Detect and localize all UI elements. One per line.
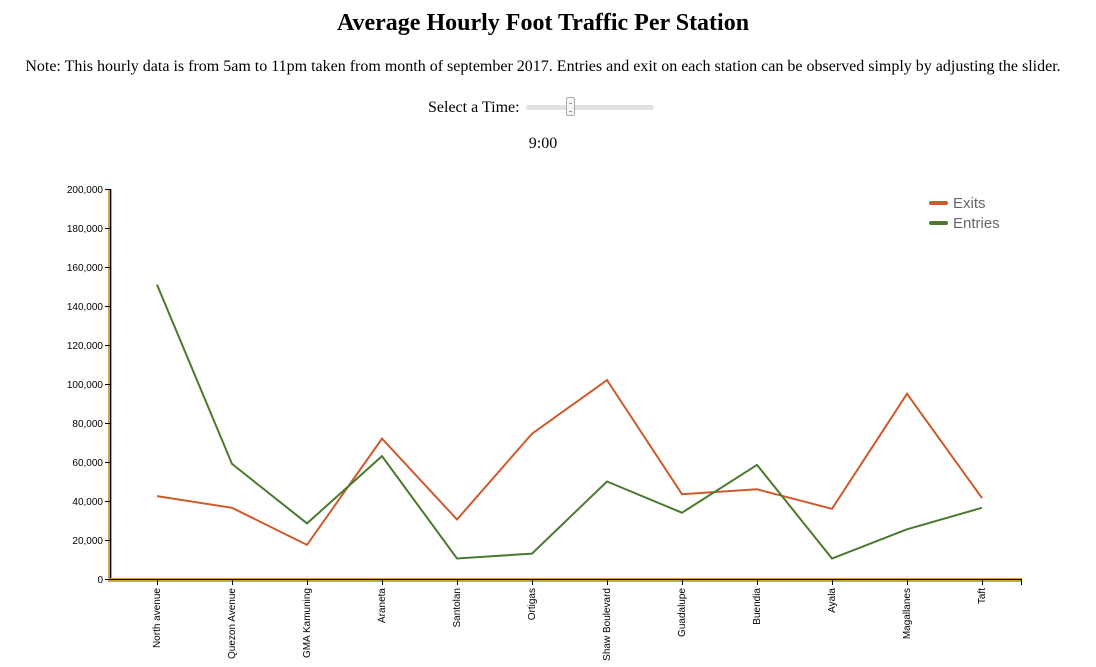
- y-tick-label: 80,000: [72, 419, 103, 430]
- time-slider-track[interactable]: [525, 96, 654, 116]
- y-tick-label: 0: [97, 575, 103, 586]
- y-tick-label: 40,000: [72, 497, 103, 508]
- x-tick-label: Taft: [977, 588, 988, 604]
- x-tick-label: Ortigas: [527, 588, 538, 620]
- x-tick-label: GMA Kamuning: [302, 588, 313, 658]
- y-tick-label: 160,000: [67, 263, 104, 274]
- data-note: Note: This hourly data is from 5am to 11…: [25, 58, 1061, 75]
- y-tick-label: 20,000: [72, 536, 103, 547]
- time-slider-row: Select a Time:: [428, 96, 654, 120]
- y-tick-label: 120,000: [67, 341, 104, 352]
- selected-time: 9:00: [528, 135, 558, 152]
- entries-series-line: [156, 284, 983, 560]
- x-tick-label: North avenue: [152, 588, 163, 648]
- x-tick-label: Magallanes: [902, 588, 913, 639]
- x-tick-label: Santolan: [452, 588, 463, 627]
- y-tick-label: 100,000: [67, 380, 104, 391]
- page-title: Average Hourly Foot Traffic Per Station: [336, 10, 750, 36]
- legend-label-entries: Entries: [953, 215, 1000, 232]
- x-tick-label: Buendia: [752, 588, 763, 625]
- y-tick-label: 140,000: [67, 302, 104, 313]
- legend-label-exits: Exits: [953, 195, 986, 212]
- y-tick-label: 200,000: [67, 185, 104, 196]
- x-tick-label: Shaw Boulevard: [602, 588, 613, 661]
- slider-label: Select a Time:: [428, 99, 520, 116]
- time-slider-handle[interactable]: [566, 96, 575, 116]
- x-tick-label: Ayala: [827, 588, 838, 613]
- x-tick-label: Araneta: [377, 588, 388, 623]
- exits-series-line: [156, 378, 983, 547]
- x-tick-label: Quezon Avenue: [227, 588, 238, 659]
- y-tick-label: 180,000: [67, 224, 104, 235]
- x-tick-label: Guadalupe: [677, 588, 688, 637]
- y-tick-label: 60,000: [72, 458, 103, 469]
